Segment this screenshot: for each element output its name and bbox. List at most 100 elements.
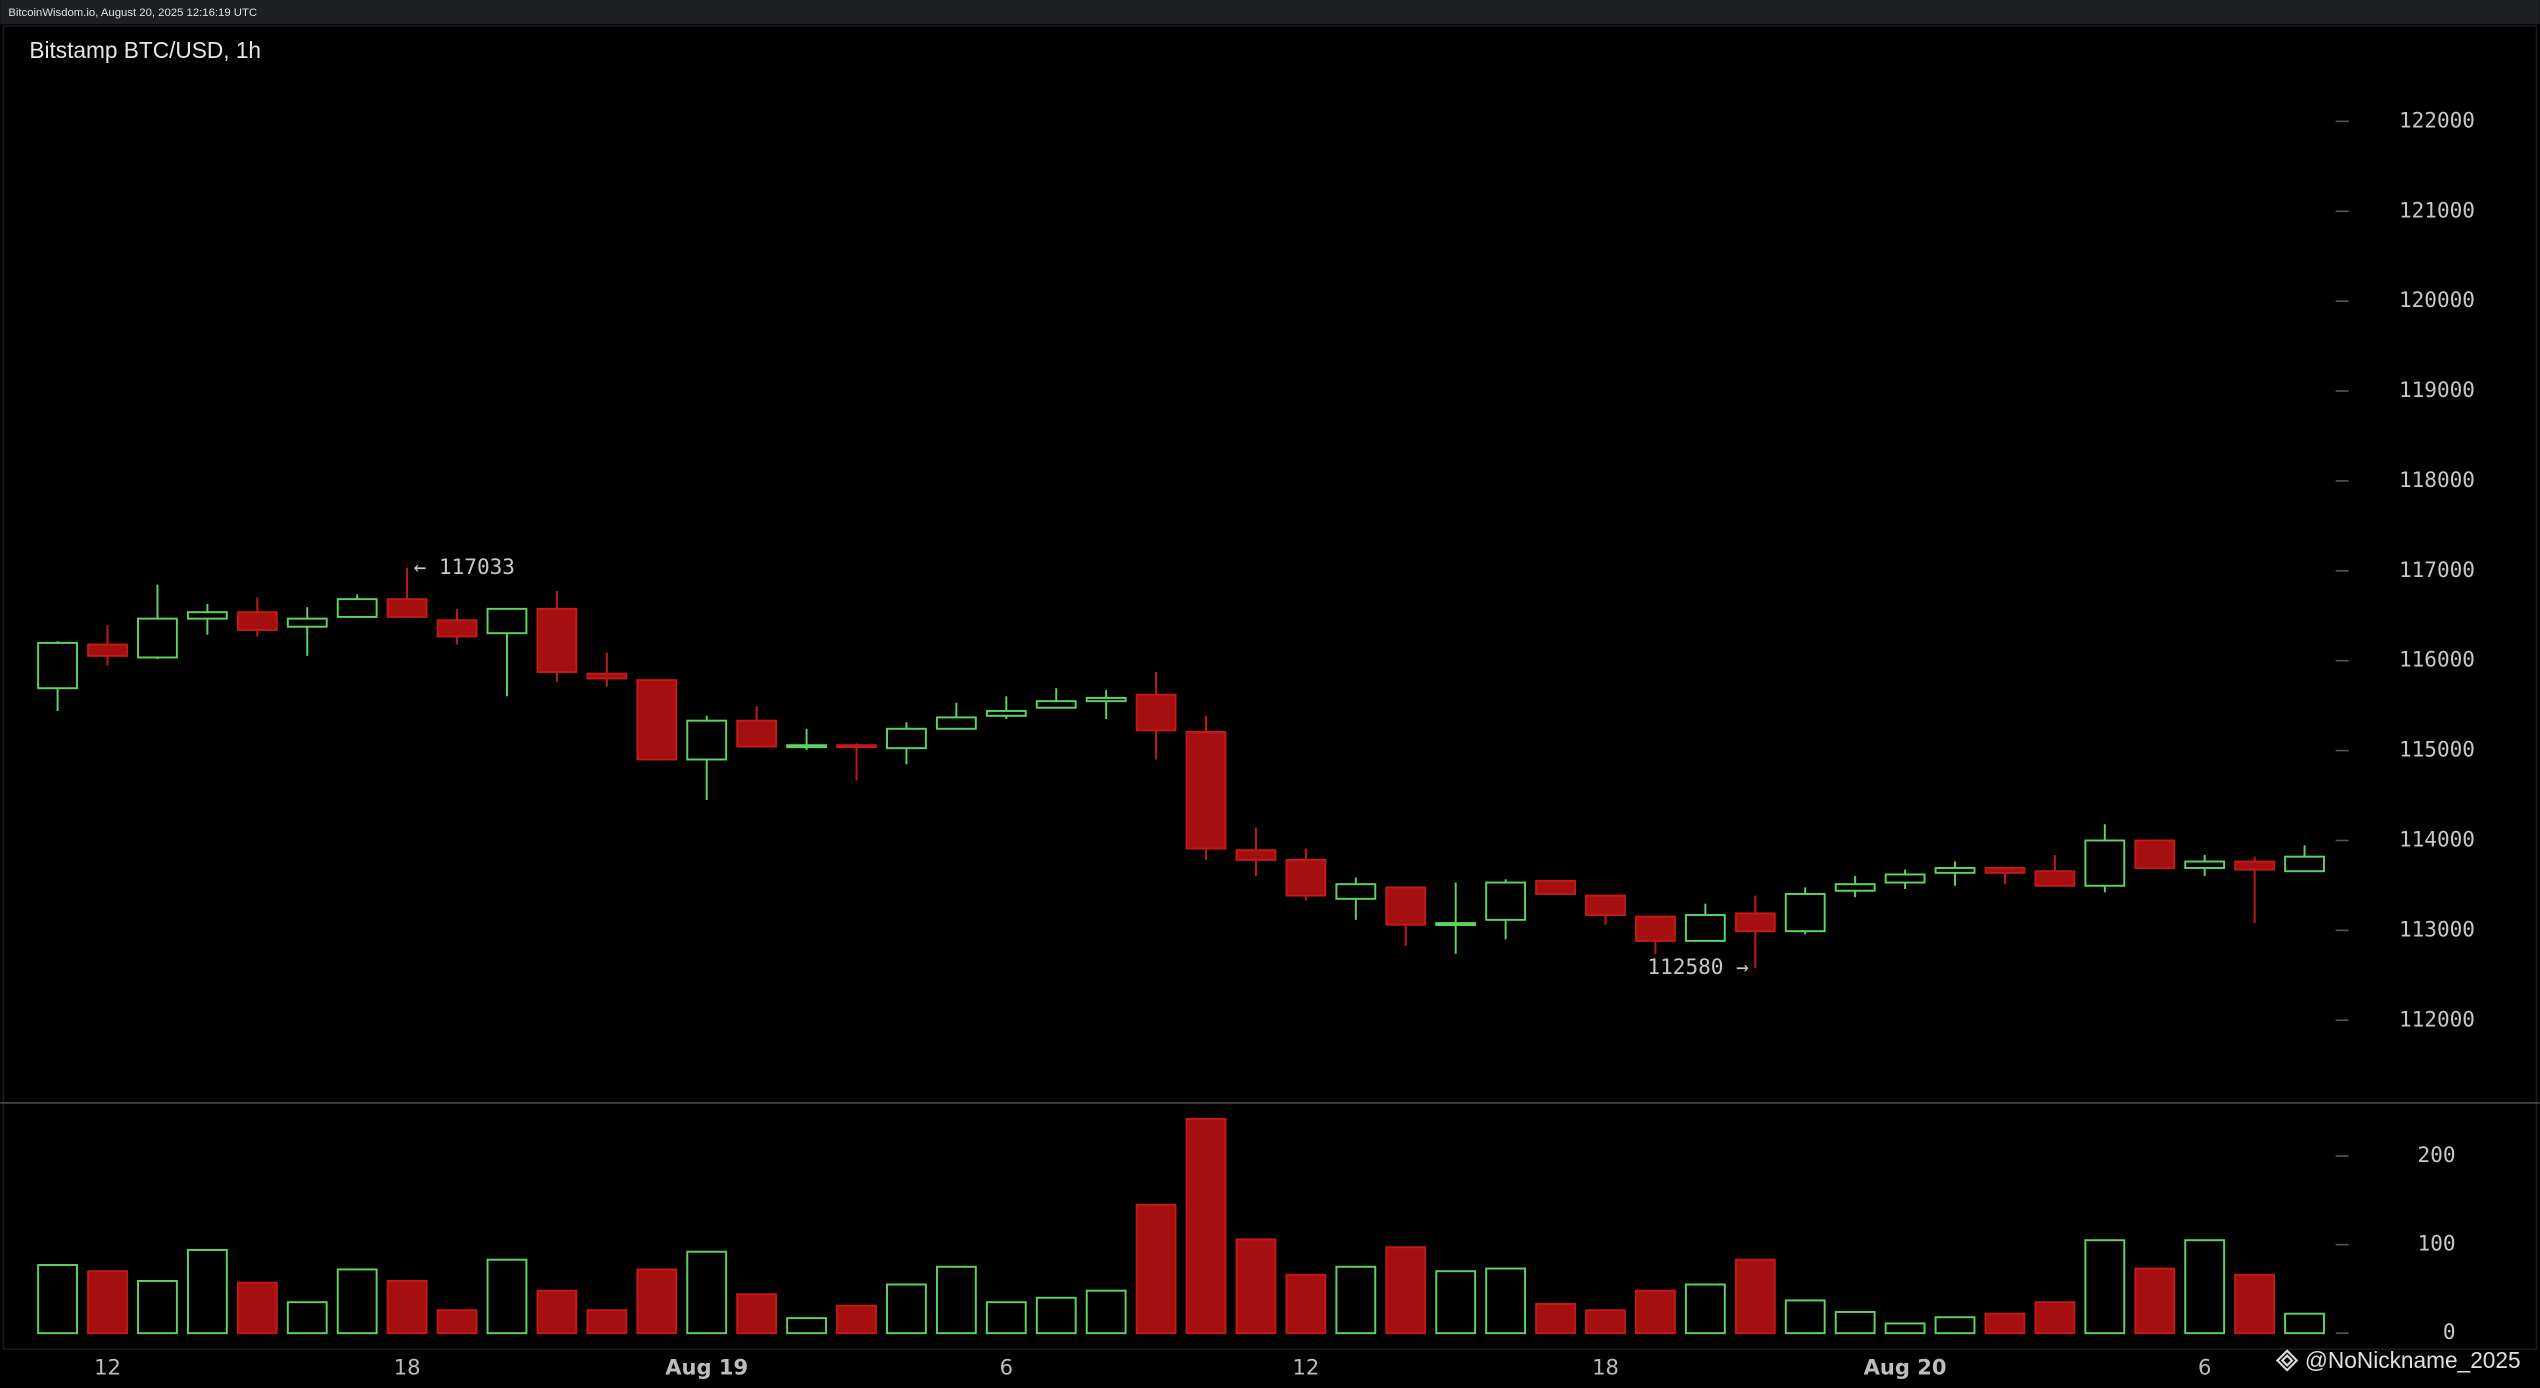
candle-body: [1485, 881, 1527, 921]
volume-bar: [985, 1301, 1027, 1335]
volume-tick-label: 100: [2418, 1231, 2456, 1256]
candle: [1884, 869, 1926, 890]
candle: [286, 607, 328, 656]
volume-bar: [2084, 1239, 2126, 1335]
candle-body: [1984, 867, 2026, 874]
candle-body: [1535, 879, 1576, 895]
candle-body: [1435, 922, 1477, 926]
volume-bar: [886, 1283, 927, 1335]
candle: [686, 715, 728, 801]
candle-body: [886, 727, 927, 750]
volume-bar: [1385, 1246, 1427, 1335]
volume-bar: [1635, 1289, 1676, 1335]
candle-body: [1085, 696, 1127, 703]
candle: [1435, 882, 1477, 954]
candle: [1485, 879, 1527, 940]
candle-body: [1784, 892, 1826, 933]
candle-body: [37, 641, 78, 690]
y-tick-label: 117000: [2399, 557, 2475, 582]
candle: [1535, 879, 1576, 895]
candle: [436, 608, 478, 645]
volume-bar: [1984, 1312, 2026, 1335]
candle: [1934, 861, 1976, 886]
candle: [586, 652, 628, 687]
y-tick-label: 119000: [2399, 377, 2475, 402]
candle: [236, 597, 278, 637]
candle-body: [137, 617, 178, 659]
candle-body: [586, 672, 628, 680]
candle: [2284, 845, 2325, 873]
candle-body: [1385, 886, 1427, 926]
volume-bar: [1784, 1299, 1826, 1335]
candle-body: [436, 619, 478, 638]
candle-body: [1635, 915, 1676, 942]
x-tick-label: Aug 20: [1864, 1355, 1947, 1380]
volume-bar: [186, 1248, 228, 1335]
volume-bar: [1834, 1310, 1876, 1335]
y-tick-label: 115000: [2399, 737, 2475, 762]
candle-body: [1934, 867, 1976, 874]
candle: [1185, 715, 1227, 860]
volume-bar: [686, 1250, 728, 1335]
volume-bar: [1085, 1289, 1127, 1335]
candle: [1285, 848, 1327, 901]
candle-body: [636, 679, 678, 761]
candle: [1784, 887, 1826, 935]
volume-bar: [1135, 1203, 1177, 1335]
candle-body: [1185, 731, 1227, 850]
watermark-icon: [2275, 1349, 2299, 1372]
volume-bar: [1884, 1322, 1926, 1335]
y-tick-label: 114000: [2399, 826, 2475, 851]
candle-body: [336, 598, 378, 618]
y-tick-label: 121000: [2399, 197, 2475, 222]
x-tick-label: 18: [394, 1355, 421, 1380]
volume-bar: [935, 1265, 977, 1335]
volume-bar: [1585, 1309, 1626, 1335]
candle-body: [2184, 860, 2226, 869]
volume-bar: [1684, 1283, 1726, 1335]
volume-tick-label: 0: [2443, 1319, 2456, 1344]
candle: [486, 607, 528, 697]
candle: [2134, 839, 2176, 869]
candle-body: [536, 607, 578, 673]
volume-bar: [1435, 1270, 1477, 1335]
candle-body: [1235, 849, 1277, 861]
annotation: 112580 →: [1647, 954, 1748, 979]
candle-body: [736, 719, 778, 748]
candle-body: [935, 716, 977, 730]
candle-body: [1135, 693, 1177, 732]
x-tick-label: 12: [94, 1355, 121, 1380]
candle: [536, 591, 578, 682]
volume-bar: [2134, 1267, 2176, 1335]
candle-body: [1585, 894, 1626, 916]
candle-body: [486, 607, 528, 635]
candle-body: [836, 744, 877, 749]
watermark-text: @NoNickname_2025: [2305, 1347, 2521, 1373]
candle-body: [686, 719, 728, 761]
candle-body: [2034, 870, 2076, 887]
volume-bar: [286, 1301, 328, 1335]
candle-body: [985, 709, 1027, 717]
volume-bar: [1335, 1265, 1377, 1335]
candle: [1834, 876, 1876, 898]
volume-bar: [1285, 1273, 1327, 1335]
candle-body: [786, 744, 827, 749]
y-tick-label: 122000: [2399, 107, 2475, 132]
candle-body: [1734, 912, 1776, 933]
candle: [336, 594, 378, 618]
candle: [1635, 915, 1676, 954]
x-tick-label: 18: [1592, 1355, 1619, 1380]
frame: [2, 25, 2538, 1350]
candle: [1335, 877, 1377, 920]
candle: [736, 706, 778, 748]
volume-bar: [87, 1270, 128, 1335]
candle: [37, 641, 78, 711]
candle: [1135, 672, 1177, 760]
volume-bar: [536, 1289, 578, 1335]
candle: [2034, 855, 2076, 887]
volume-bar: [1185, 1117, 1227, 1335]
candle: [186, 603, 228, 635]
candle-body: [286, 617, 328, 628]
